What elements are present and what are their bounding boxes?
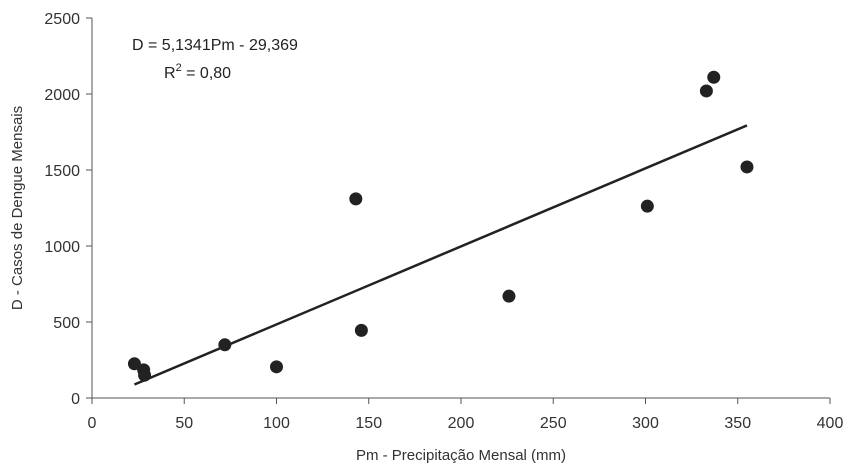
y-axis-title: D - Casos de Dengue Mensais (9, 106, 26, 310)
data-point (699, 84, 713, 98)
y-ticks: 0 500 1000 1500 2000 2500 (44, 11, 92, 408)
x-tick-label: 100 (263, 415, 290, 432)
x-tick-label: 200 (448, 415, 475, 432)
x-tick-label: 350 (724, 415, 751, 432)
data-point (218, 338, 232, 352)
x-ticks: 0 50 100 150 200 250 300 350 400 (88, 398, 844, 432)
x-tick-label: 50 (175, 415, 193, 432)
x-tick-label: 0 (88, 415, 97, 432)
x-tick-label: 250 (540, 415, 567, 432)
trendline (133, 124, 748, 386)
x-tick-label: 300 (632, 415, 659, 432)
trendline-group (133, 124, 748, 386)
data-point (502, 289, 516, 303)
data-point (740, 160, 754, 174)
x-tick-label: 400 (817, 415, 844, 432)
trend-equation: D = 5,1341Pm - 29,369 (132, 37, 298, 54)
y-tick-label: 1000 (44, 239, 80, 256)
y-tick-label: 1500 (44, 163, 80, 180)
data-point (270, 360, 283, 374)
r-squared-value: = 0,80 (182, 65, 231, 82)
r-squared-label: R2 = 0,80 (164, 62, 231, 82)
data-point (640, 199, 654, 213)
y-tick-label: 2500 (44, 11, 80, 28)
r-squared-exponent: 2 (176, 62, 182, 74)
data-point (127, 357, 141, 371)
data-point (349, 192, 363, 206)
data-point (707, 70, 721, 84)
r-squared-letter: R (164, 65, 176, 82)
data-points (127, 70, 754, 382)
x-tick-label: 150 (355, 415, 382, 432)
y-tick-label: 2000 (44, 87, 80, 104)
y-tick-label: 0 (71, 391, 80, 408)
data-point (138, 368, 152, 382)
x-axis-title: Pm - Precipitação Mensal (mm) (356, 447, 566, 464)
data-point (354, 323, 368, 337)
y-tick-label: 500 (53, 315, 80, 332)
